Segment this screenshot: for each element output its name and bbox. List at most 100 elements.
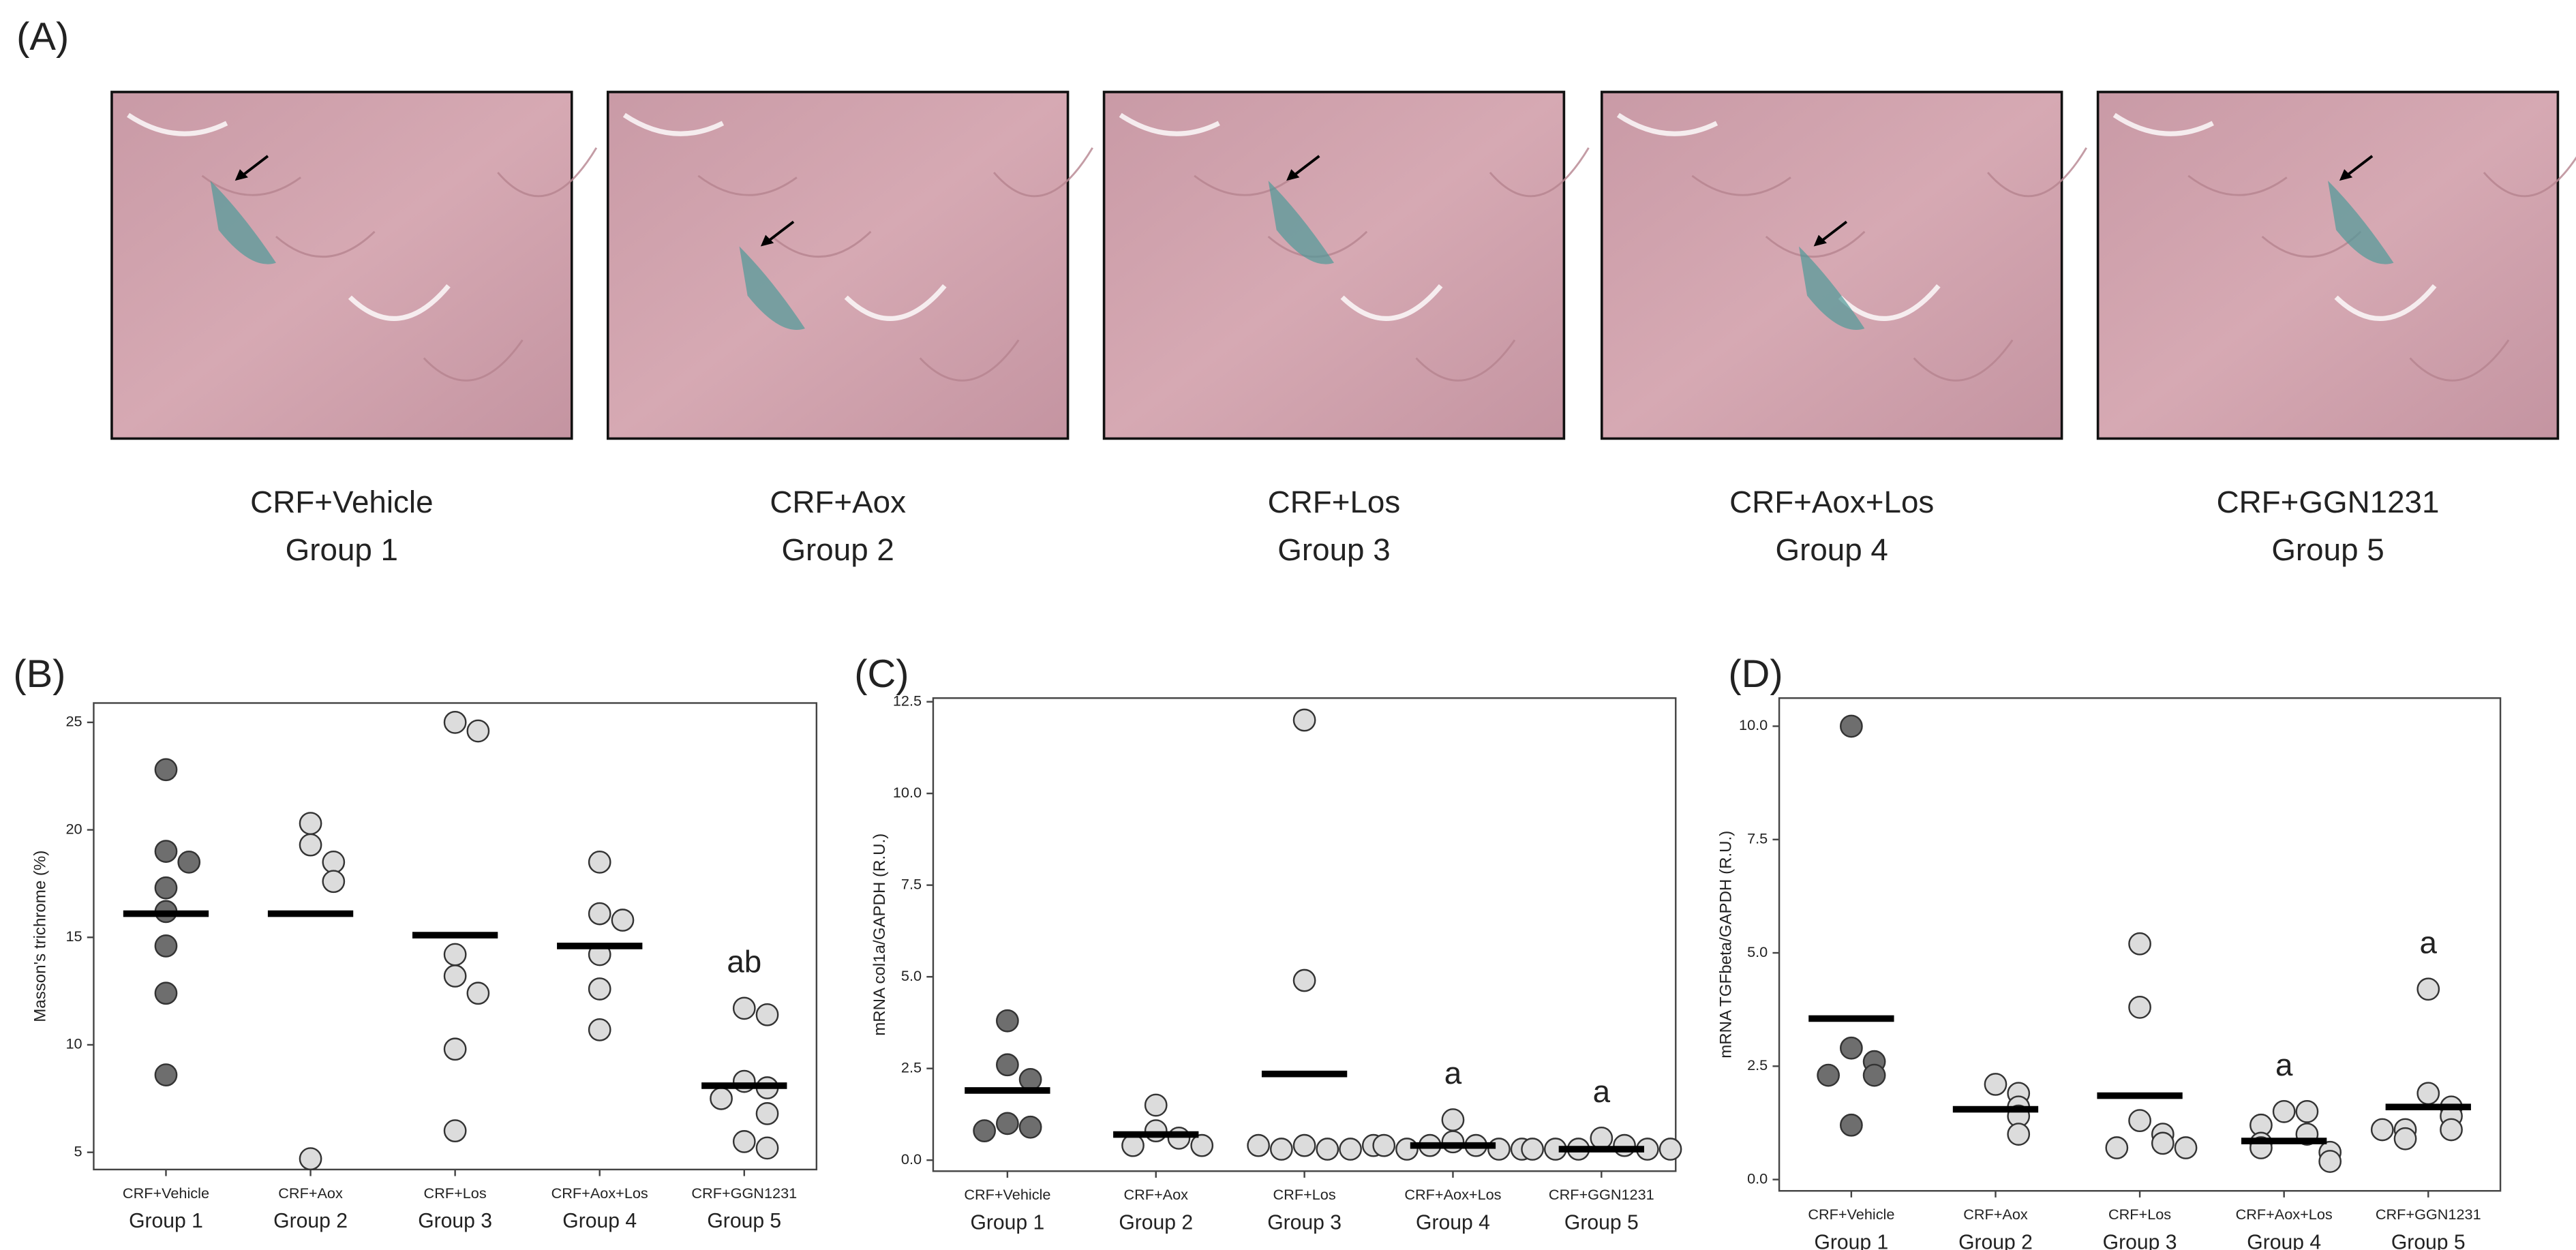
data-point	[154, 934, 178, 958]
group-label: Group 3	[1267, 1211, 1342, 1234]
y-tick-label: 0.0	[1747, 1170, 1768, 1187]
micrograph	[2096, 91, 2560, 440]
tissue-streak	[2334, 284, 2437, 321]
x-tick-label: CRF+Aox+Los	[2236, 1206, 2333, 1223]
data-point	[1487, 1138, 1511, 1161]
micrograph-group: Group 4	[1776, 532, 1888, 567]
data-point	[177, 851, 201, 874]
fibrosis-stain	[1268, 181, 1334, 264]
data-point	[1121, 1133, 1145, 1157]
tissue-streak	[1194, 174, 1294, 196]
y-axis-label: mRNA TGFbeta/GAPDH (R.U.)	[1716, 831, 1735, 1058]
micrograph-group: Group 1	[286, 532, 398, 567]
y-tick-label: 5.0	[901, 967, 922, 984]
fibrosis-stain	[2328, 181, 2394, 264]
tissue-streak	[771, 230, 872, 258]
group-label: Group 3	[2103, 1231, 2177, 1250]
panel-label: (D)	[1728, 652, 1783, 696]
tissue-streak	[1765, 230, 1866, 258]
tissue-streak	[844, 284, 947, 321]
data-point	[1144, 1093, 1168, 1117]
data-point	[996, 1053, 1019, 1077]
data-point	[1840, 1113, 1863, 1137]
fibrosis-stain	[739, 246, 805, 331]
y-tick-label: 0.0	[901, 1150, 922, 1168]
arrow-head	[234, 169, 248, 181]
tissue-streak	[275, 230, 376, 258]
x-tick-label: CRF+Los	[424, 1185, 487, 1202]
y-axis-label: mRNA col1a/GAPDH (R.U.)	[870, 834, 889, 1036]
x-tick-label: CRF+GGN1231	[1549, 1186, 1654, 1203]
group-label: Group 1	[1814, 1231, 1888, 1250]
group-label: Group 4	[2247, 1231, 2321, 1250]
micrograph	[110, 91, 573, 440]
data-point	[1613, 1133, 1636, 1157]
data-point	[1316, 1138, 1339, 1161]
tissue-streak	[348, 284, 451, 321]
arrow-head	[1813, 234, 1827, 247]
y-tick-label: 2.5	[1747, 1056, 1768, 1073]
group-label: Group 5	[707, 1210, 781, 1232]
data-point	[154, 876, 178, 900]
micrograph-label: CRF+Los	[1268, 485, 1401, 519]
data-point	[466, 719, 490, 743]
data-point	[1269, 1138, 1293, 1161]
arrow	[764, 220, 795, 245]
data-point	[322, 851, 346, 874]
data-point	[2318, 1150, 2342, 1173]
tissue-streak	[1489, 147, 1590, 198]
arrow	[1290, 155, 1320, 179]
significance-label: a	[1444, 1056, 1462, 1091]
group-label: Group 4	[562, 1210, 637, 1232]
group-label: Group 5	[1564, 1211, 1639, 1234]
data-point	[973, 1119, 997, 1143]
data-point	[1292, 969, 1316, 992]
data-point	[1247, 1133, 1270, 1157]
group-label: Group 5	[2391, 1231, 2466, 1250]
group-label: Group 1	[970, 1211, 1044, 1234]
tissue-streak	[2112, 112, 2214, 136]
data-point	[154, 758, 178, 782]
tissue-streak	[1913, 339, 2014, 382]
y-tick-label: 25	[65, 713, 82, 730]
significance-label: ab	[727, 944, 761, 979]
significance-label: a	[1593, 1074, 1611, 1109]
fibrosis-stain	[1799, 246, 1865, 331]
tissue-streak	[127, 112, 228, 136]
micrograph-group: Group 3	[1277, 532, 1390, 567]
arrow	[1817, 220, 1848, 245]
y-tick-label: 2.5	[901, 1058, 922, 1076]
tissue-streak	[1838, 284, 1941, 321]
arrow	[2343, 155, 2374, 179]
data-point	[322, 870, 346, 894]
data-point	[1292, 708, 1316, 732]
data-point	[2128, 995, 2151, 1019]
x-tick-label: CRF+Los	[2108, 1206, 2171, 1223]
data-point	[443, 964, 467, 988]
tissue-streak	[497, 147, 598, 198]
data-point	[443, 1119, 467, 1143]
data-point	[443, 1037, 467, 1061]
data-point	[1395, 1138, 1419, 1161]
data-point	[588, 902, 611, 926]
tissue-streak	[697, 174, 798, 196]
data-point	[299, 1147, 322, 1171]
data-point	[732, 1130, 756, 1153]
y-tick-label: 20	[65, 820, 82, 837]
data-point	[1167, 1127, 1191, 1150]
data-point	[2151, 1131, 2175, 1155]
data-point	[1658, 1138, 1682, 1161]
x-tick-label: CRF+GGN1231	[2376, 1206, 2481, 1223]
data-point	[466, 981, 490, 1005]
fibrosis-stain	[210, 181, 276, 264]
y-axis-label: Masson's trichrome (%)	[31, 851, 50, 1022]
data-point	[299, 812, 322, 835]
x-tick-label: CRF+Vehicle	[123, 1185, 209, 1202]
data-point	[1441, 1108, 1465, 1131]
data-point	[443, 943, 467, 966]
data-point	[1862, 1063, 1886, 1087]
x-tick-label: CRF+Aox+Los	[551, 1185, 648, 1202]
y-tick-label: 10	[65, 1035, 82, 1052]
x-tick-label: CRF+Vehicle	[1808, 1206, 1894, 1223]
